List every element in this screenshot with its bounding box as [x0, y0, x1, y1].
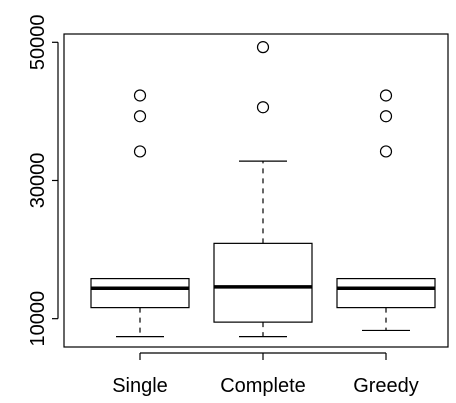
outlier-point [379, 110, 393, 123]
y-axis: 10000 30000 50000 [27, 14, 59, 347]
x-axis: Single Complete Greedy [112, 352, 419, 397]
box-complete [213, 41, 313, 338]
outlier-point [133, 110, 147, 123]
box-single [90, 89, 190, 338]
iqr-box [90, 277, 190, 309]
outlier-point [133, 89, 147, 102]
outlier-point [256, 41, 270, 54]
outlier-point [133, 145, 147, 158]
boxes-layer [90, 41, 436, 338]
x-tick-label: Greedy [353, 375, 419, 397]
outlier-point [379, 89, 393, 102]
box-greedy [336, 89, 436, 332]
iqr-box [213, 242, 313, 323]
x-tick-label: Single [112, 375, 168, 397]
y-tick-label: 10000 [27, 291, 49, 347]
outlier-point [379, 145, 393, 158]
plot-frame [63, 33, 449, 348]
x-tick-label: Complete [220, 375, 306, 397]
outlier-point [256, 101, 270, 114]
y-tick-label: 50000 [27, 14, 49, 70]
y-tick-label: 30000 [27, 153, 49, 209]
iqr-box [336, 277, 436, 309]
